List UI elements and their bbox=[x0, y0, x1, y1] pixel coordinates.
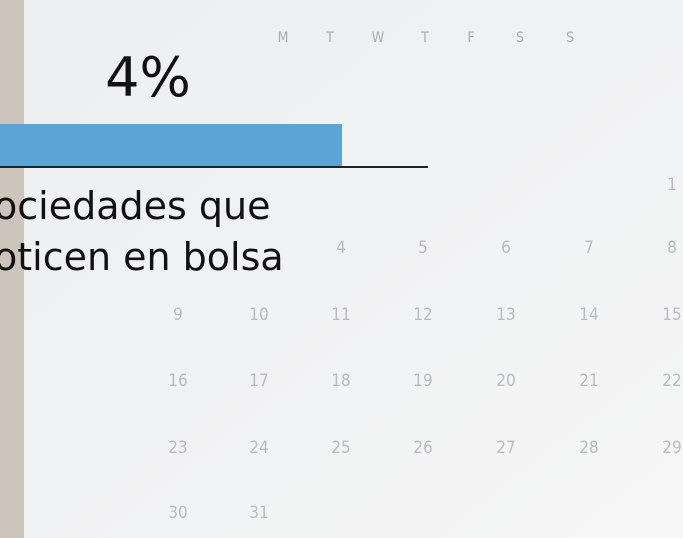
stat-bar bbox=[0, 124, 342, 166]
day: 22 bbox=[662, 371, 681, 391]
day: 13 bbox=[496, 305, 515, 325]
day: 1 bbox=[667, 175, 677, 195]
day: 4 bbox=[336, 238, 346, 258]
day: 24 bbox=[249, 438, 268, 458]
left-strip bbox=[0, 0, 24, 538]
day: 18 bbox=[331, 371, 350, 391]
day: 31 bbox=[249, 503, 268, 523]
day: 29 bbox=[662, 438, 681, 458]
weekday: T bbox=[325, 30, 334, 46]
caption-line: oticen en bolsa bbox=[0, 235, 284, 279]
day: 25 bbox=[331, 438, 350, 458]
day: 17 bbox=[249, 371, 268, 391]
day: 19 bbox=[413, 371, 432, 391]
day: 20 bbox=[496, 371, 515, 391]
day: 14 bbox=[579, 305, 598, 325]
day: 27 bbox=[496, 438, 515, 458]
day: 30 bbox=[168, 503, 187, 523]
weekday: S bbox=[516, 30, 524, 46]
stat-value: 4% bbox=[105, 46, 191, 109]
weekday: T bbox=[420, 30, 429, 46]
day: 21 bbox=[579, 371, 598, 391]
weekday: S bbox=[566, 30, 574, 46]
day: 11 bbox=[331, 305, 350, 325]
day: 16 bbox=[168, 371, 187, 391]
weekday: M bbox=[278, 30, 289, 46]
day: 6 bbox=[501, 238, 511, 258]
day: 23 bbox=[168, 438, 187, 458]
weekday: F bbox=[467, 30, 474, 46]
day: 28 bbox=[579, 438, 598, 458]
day: 15 bbox=[662, 305, 681, 325]
day: 10 bbox=[249, 305, 268, 325]
day: 5 bbox=[418, 238, 428, 258]
day: 26 bbox=[413, 438, 432, 458]
weekday: W bbox=[372, 30, 385, 46]
day: 7 bbox=[584, 238, 594, 258]
day: 9 bbox=[173, 305, 183, 325]
day: 12 bbox=[413, 305, 432, 325]
caption-line: ociedades que bbox=[0, 184, 270, 228]
day: 8 bbox=[667, 238, 677, 258]
